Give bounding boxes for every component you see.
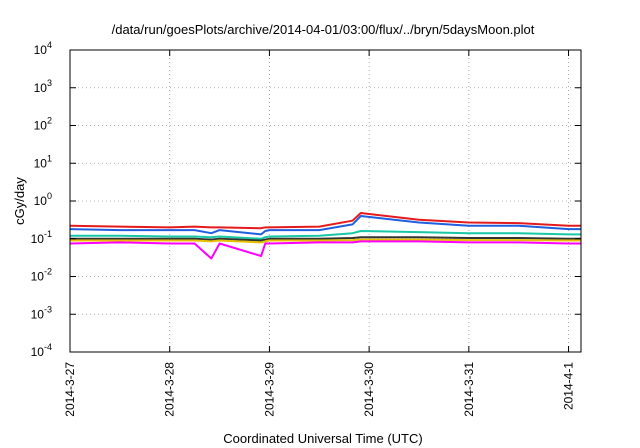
- series-line-3: [70, 236, 581, 242]
- y-tick-exponent: -1: [44, 229, 52, 239]
- y-tick-exponent: 4: [47, 40, 52, 50]
- y-tick-base: 10: [31, 232, 45, 246]
- y-tick-exponent: 2: [47, 116, 52, 126]
- x-tick-label: 2014-3-29: [262, 362, 276, 417]
- y-tick-label: 10-1: [31, 229, 52, 246]
- grid: [69, 49, 581, 353]
- y-tick-exponent: -3: [44, 304, 52, 314]
- y-tick-label: 10-2: [31, 267, 52, 284]
- x-axis-label: Coordinated Universal Time (UTC): [223, 431, 422, 446]
- y-tick-label: 101: [34, 153, 52, 170]
- y-tick-exponent: -4: [44, 342, 52, 352]
- y-tick-exponent: -2: [44, 267, 52, 277]
- y-tick-base: 10: [31, 345, 45, 359]
- y-tick-base: 10: [34, 43, 48, 57]
- y-tick-exponent: 1: [47, 153, 52, 163]
- y-tick-label: 104: [34, 40, 52, 57]
- series-line-2: [70, 230, 581, 240]
- x-tick-label: 2014-3-31: [462, 362, 476, 417]
- chart-title: /data/run/goesPlots/archive/2014-04-01/0…: [112, 22, 535, 37]
- series-line-4: [70, 238, 581, 244]
- y-tick-base: 10: [34, 156, 48, 170]
- series-line-0: [69, 212, 581, 230]
- series-line-5: [69, 240, 581, 260]
- y-tick-exponent: 0: [47, 191, 52, 201]
- y-tick-label: 102: [34, 116, 52, 133]
- y-tick-label: 10-4: [31, 342, 52, 359]
- y-tick-label: 103: [34, 78, 52, 95]
- x-axis: 2014-3-27 2014-3-28 2014-3-29 2014-3-30 2014…: [63, 50, 576, 417]
- x-tick-label: 2014-3-30: [362, 362, 376, 417]
- series-group: [69, 212, 581, 260]
- y-tick-base: 10: [31, 307, 45, 321]
- y-tick-label: 10-3: [31, 304, 52, 321]
- y-tick-base: 10: [34, 119, 48, 133]
- series-line-1: [69, 215, 581, 236]
- y-tick-base: 10: [34, 81, 48, 95]
- x-tick-label: 2014-3-27: [63, 362, 77, 417]
- y-tick-exponent: 3: [47, 78, 52, 88]
- y-tick-label: 100: [34, 191, 52, 208]
- x-tick-label: 2014-3-28: [163, 362, 177, 417]
- y-tick-base: 10: [31, 270, 45, 284]
- y-axis-label: cGy/day: [12, 177, 27, 225]
- y-tick-base: 10: [34, 194, 48, 208]
- x-tick-label: 2014-4-1: [562, 362, 576, 410]
